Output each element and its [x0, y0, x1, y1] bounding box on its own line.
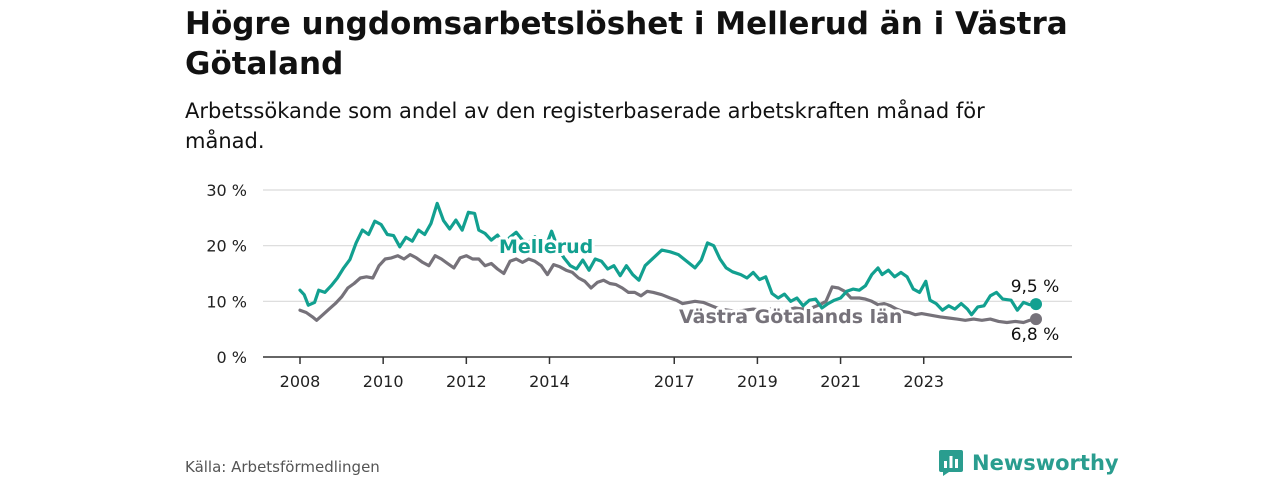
y-axis-tick-labels: 0 % 10 % 20 % 30 %: [206, 181, 247, 367]
chart-title: Högre ungdomsarbetslöshet i Mellerud än …: [185, 6, 1068, 82]
source-credit: Källa: Arbetsförmedlingen: [185, 458, 380, 476]
mellerud-series-label: Mellerud: [499, 236, 593, 258]
series-labels: Mellerud Västra Götalands län 9,5 % 6,8 %: [496, 233, 1060, 345]
series-lines: [298, 201, 1042, 326]
vastra-gotaland-series-label: Västra Götalands län: [679, 306, 902, 328]
x-tick-label: 2008: [280, 372, 321, 391]
x-tick-label: 2014: [529, 372, 570, 391]
x-tick-label: 2017: [654, 372, 695, 391]
vastra-gotaland-end-value: 6,8 %: [1011, 325, 1060, 345]
chart-subtitle: Arbetssökande som andel av den registerb…: [185, 99, 985, 153]
grid-lines: [263, 189, 1072, 302]
x-tick-label: 2023: [903, 372, 944, 391]
x-tick-label: 2010: [363, 372, 404, 391]
brand-name: Newsworthy: [972, 451, 1119, 475]
x-tick-label: 2012: [446, 372, 487, 391]
y-tick-label: 30 %: [206, 181, 247, 200]
y-tick-label: 0 %: [217, 348, 247, 367]
mellerud-end-point: [1030, 298, 1042, 311]
y-tick-label: 10 %: [206, 292, 247, 311]
newsworthy-logo[interactable]: Newsworthy: [938, 448, 1119, 478]
bar-chart-logo-icon: [939, 450, 963, 476]
mellerud-end-value: 9,5 %: [1011, 277, 1060, 297]
y-tick-label: 20 %: [206, 237, 247, 256]
vastra-gotaland-line: [298, 253, 1038, 325]
vastra-gotaland-end-point: [1030, 313, 1042, 326]
x-axis: 2008 2010 2012 2014 2017 2019 2021 2023: [263, 356, 1072, 391]
x-tick-label: 2021: [820, 372, 861, 391]
x-tick-label: 2019: [737, 372, 778, 391]
mellerud-line: [298, 201, 1038, 317]
